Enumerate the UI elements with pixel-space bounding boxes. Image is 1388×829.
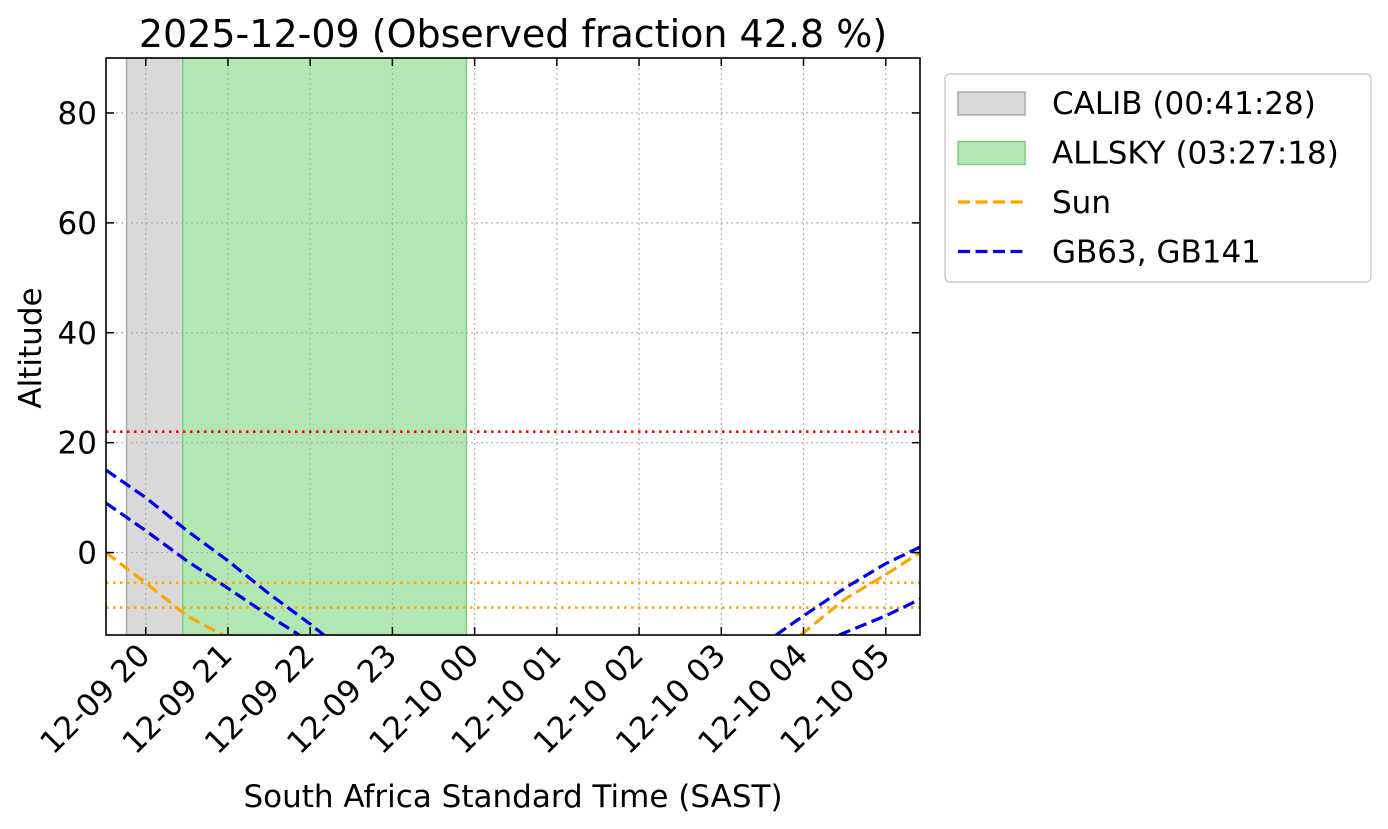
series-1-segment-0 [106,468,325,635]
x-axis-label: South Africa Standard Time (SAST) [243,779,782,815]
series-0-segment-0 [106,551,227,635]
y-tick-label-2: 40 [58,316,97,352]
plot-border [105,57,921,636]
series-2-segment-1 [838,597,920,635]
grid-lines [106,58,920,635]
plot-frame [105,57,921,636]
legend-label-2: Sun [1052,185,1111,221]
legend-swatch-1 [957,140,1026,166]
span-1 [181,57,468,636]
y-tick-label-4: 80 [58,96,97,132]
legend: CALIB (00:41:28) ALLSKY (03:27:18) Sun GB63… [944,73,1372,283]
series-1-segment-1 [775,545,920,635]
series-0-segment-1 [799,551,920,635]
chart-title: 2025-12-09 (Observed fraction 42.8 %) [139,12,887,56]
y-tick-label-0: 0 [77,536,97,572]
shaded-spans [125,57,468,636]
legend-label-1: ALLSKY (03:27:18) [1052,136,1339,172]
y-axis-ticks: 0 20 40 60 80 [58,96,920,572]
y-axis-label: Altitude [13,287,49,408]
y-tick-label-3: 60 [58,206,97,242]
legend-label-0: CALIB (00:41:28) [1052,86,1316,122]
threshold-lines [106,430,920,609]
legend-swatch-0 [957,91,1026,116]
y-tick-label-1: 20 [58,426,97,462]
span-0 [125,57,184,636]
series-lines [106,468,920,635]
series-2-segment-0 [106,501,301,635]
legend-box [944,73,1372,283]
legend-label-3: GB63, GB141 [1052,235,1261,271]
